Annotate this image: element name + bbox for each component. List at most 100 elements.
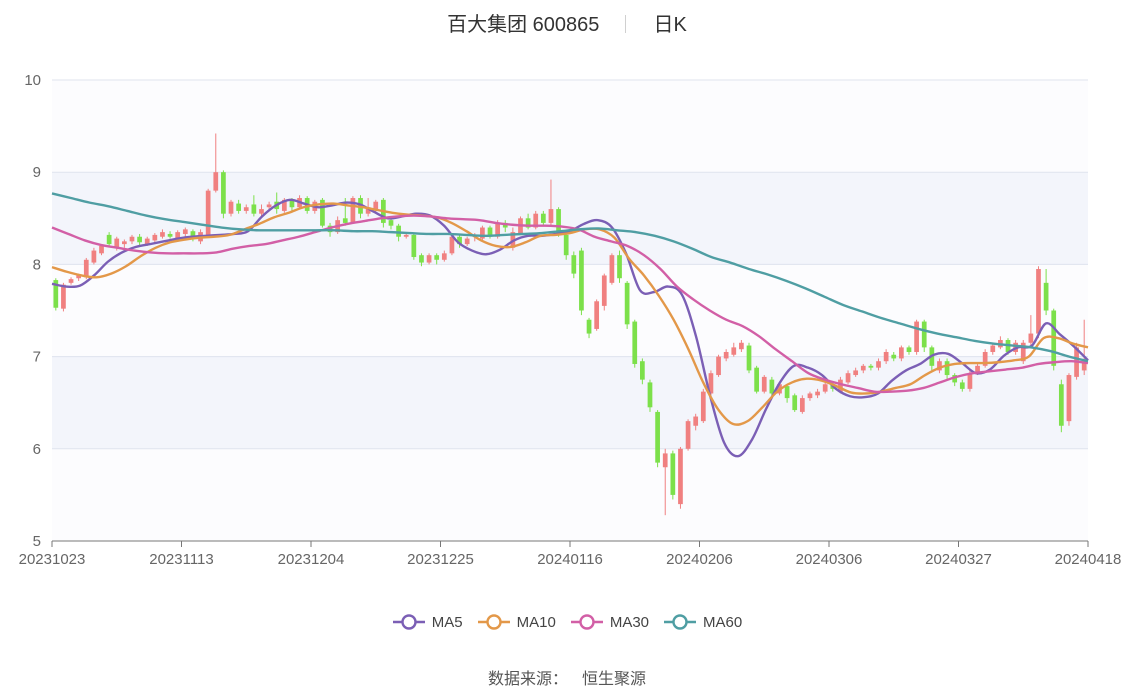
candle-body xyxy=(975,365,980,374)
candle xyxy=(754,365,759,394)
candle xyxy=(579,247,584,316)
candle xyxy=(167,231,173,239)
candle-body xyxy=(807,393,813,399)
candle-body xyxy=(167,233,173,237)
candle-body xyxy=(784,386,790,399)
candle-body xyxy=(342,218,348,223)
candle xyxy=(434,253,440,265)
candle xyxy=(662,448,668,516)
kline-chart[interactable]: 5 6 7 8 9 10 20231023 20231113 20231204 20231225 2… xyxy=(0,0,1134,600)
candle xyxy=(693,413,699,431)
candle xyxy=(853,367,859,377)
candle-body xyxy=(662,453,668,468)
candle xyxy=(640,358,645,385)
candle xyxy=(670,450,676,500)
candle-body xyxy=(182,229,188,234)
candle-body xyxy=(396,225,401,237)
candle-body xyxy=(678,448,683,505)
candle xyxy=(563,233,569,260)
candle-body xyxy=(175,232,181,239)
candle xyxy=(441,250,447,262)
candle-body xyxy=(1043,282,1049,311)
candle xyxy=(221,170,226,219)
candle-body xyxy=(556,209,561,235)
candle-body xyxy=(617,255,622,279)
candle xyxy=(594,299,600,331)
candle xyxy=(952,373,958,387)
candle xyxy=(937,358,942,374)
candle xyxy=(106,232,112,246)
candle-body xyxy=(670,453,676,495)
candle xyxy=(228,199,234,217)
candle-body xyxy=(693,416,699,426)
candle-body xyxy=(579,250,584,311)
candle-body xyxy=(792,395,798,411)
source-label: 数据来源： xyxy=(487,671,568,688)
candle xyxy=(122,239,127,248)
legend-item-ma30[interactable]: MA30 xyxy=(570,613,649,631)
candle xyxy=(891,351,897,362)
candle-body xyxy=(769,379,775,394)
chart-title: 百大集团 600865 日K xyxy=(0,8,1134,37)
candle xyxy=(350,196,356,224)
candle-body xyxy=(594,301,600,329)
candle-body xyxy=(129,236,135,242)
candle xyxy=(548,179,554,226)
candle-body xyxy=(906,347,912,352)
candle-body xyxy=(350,198,356,223)
candle xyxy=(91,247,97,265)
candle xyxy=(243,204,249,214)
candle-body xyxy=(868,365,874,368)
candle-body xyxy=(213,172,219,191)
candle xyxy=(373,199,379,214)
period-label: 日K xyxy=(653,14,687,36)
candle-body xyxy=(281,199,287,211)
candle-body xyxy=(403,234,409,237)
candle xyxy=(716,354,721,377)
candle-body xyxy=(601,275,607,306)
candle xyxy=(426,253,432,265)
candle xyxy=(457,234,462,248)
candle-body xyxy=(243,207,249,211)
legend-marker-icon xyxy=(392,614,425,630)
candle xyxy=(982,349,988,368)
candle xyxy=(137,233,142,246)
x-tick-label: 20231225 xyxy=(407,551,474,568)
y-tick-label: 7 xyxy=(33,349,41,366)
candle-body xyxy=(1020,342,1026,362)
candle xyxy=(944,358,950,380)
candle-body xyxy=(845,373,851,383)
candle xyxy=(419,253,424,267)
candle xyxy=(815,388,820,399)
legend-item-ma60[interactable]: MA60 xyxy=(663,613,742,631)
candle xyxy=(784,384,790,403)
candle-body xyxy=(449,236,455,254)
candle-body xyxy=(632,321,638,364)
candle xyxy=(723,349,729,362)
candle xyxy=(129,234,135,245)
legend-marker-icon xyxy=(570,614,603,630)
legend-item-ma10[interactable]: MA10 xyxy=(477,613,556,631)
candle xyxy=(921,319,927,352)
candle-body xyxy=(53,280,59,308)
candle-body xyxy=(83,259,89,278)
candle-body xyxy=(647,382,653,408)
candle xyxy=(251,195,257,217)
candle-body xyxy=(457,236,462,245)
legend-label: MA10 xyxy=(516,613,556,631)
candle xyxy=(160,229,165,239)
candle xyxy=(868,363,874,371)
candle-body xyxy=(251,204,257,214)
candle-body xyxy=(152,234,158,241)
legend-item-ma5[interactable]: MA5 xyxy=(392,613,463,631)
candle-body xyxy=(76,275,82,279)
candle-body xyxy=(365,207,371,214)
candle xyxy=(899,345,904,362)
candle xyxy=(959,379,965,392)
candle-body xyxy=(899,347,904,359)
candle xyxy=(769,376,775,399)
candle-body xyxy=(937,361,942,371)
plot-band xyxy=(52,448,1088,541)
candle-body xyxy=(883,351,889,362)
candle-body xyxy=(853,370,859,376)
